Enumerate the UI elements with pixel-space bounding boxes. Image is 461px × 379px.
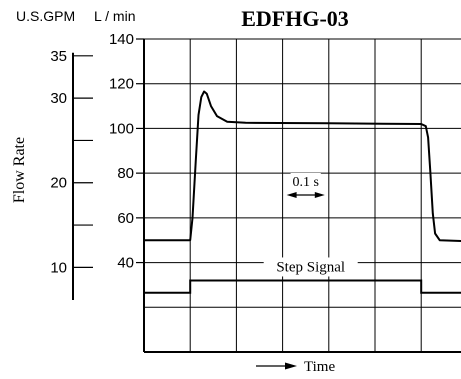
lmin-tick-label: 100 [109,120,134,137]
chart-title: EDFHG-03 [241,6,349,31]
annotation-label-bg [290,173,321,190]
gpm-tick-label: 35 [50,48,67,65]
annotation-arrow-left [286,192,297,198]
usgpm-unit-label: U.S.GPM [16,8,75,24]
lmin-tick-label: 80 [117,165,134,182]
gpm-tick-label: 10 [50,259,67,276]
grid [144,38,461,352]
lmin-tick-label: 40 [117,255,134,272]
step-signal-label: Step Signal [276,259,345,275]
time-arrow-head [285,362,297,370]
lmin-unit-label: L / min [94,8,136,24]
lmin-tick-label: 120 [109,76,134,93]
axes: 40 60 80 100 120 140 10 20 30 35 [50,31,461,353]
annotation-label: 0.1 s [292,175,318,190]
gpm-tick-label: 20 [50,175,67,192]
flow-rate-curve [143,90,461,243]
step-signal-label-bg [263,257,358,277]
step-signal-line [144,279,461,294]
annotation-arrow-right [314,192,325,198]
gpm-tick-label: 30 [50,90,67,107]
y-axis-label: Flow Rate [11,137,28,203]
series-layer: Step Signal [143,90,461,294]
lmin-tick-label: 140 [109,31,134,48]
annotation-layer: 0.1 s [256,173,325,370]
x-axis-label: Time [304,359,335,375]
lmin-tick-label: 60 [117,210,134,227]
